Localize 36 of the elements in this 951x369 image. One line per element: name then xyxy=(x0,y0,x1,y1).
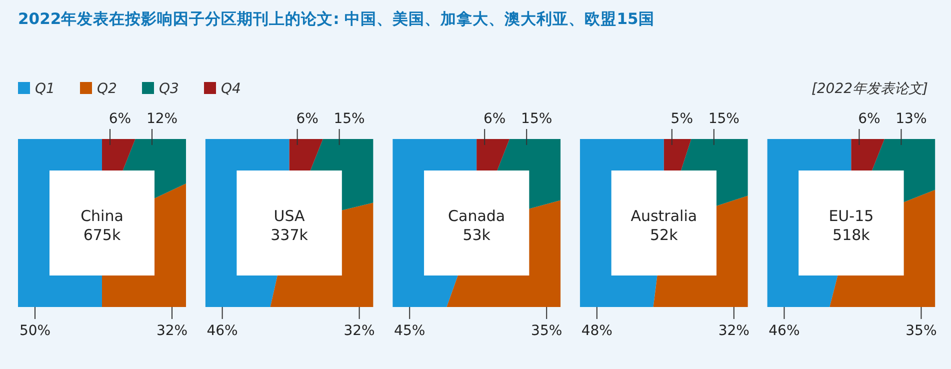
data-label: 13% xyxy=(896,111,927,127)
data-label: 6% xyxy=(858,111,880,127)
data-label: 32% xyxy=(344,323,375,339)
text: 675k xyxy=(83,226,121,244)
data-label: 48% xyxy=(581,323,612,339)
text: 337k xyxy=(270,226,308,244)
text: 518k xyxy=(832,226,870,244)
legend-label: Q2 xyxy=(97,81,118,97)
data-label: 50% xyxy=(19,323,51,339)
data-label: 32% xyxy=(156,323,188,339)
data-label: 15% xyxy=(521,111,552,127)
text: 52k xyxy=(650,226,678,244)
data-label: 6% xyxy=(296,111,318,127)
chart-subtitle: [2022年发表论文] xyxy=(811,81,928,97)
slice-label: USA xyxy=(274,207,306,225)
slice-label: EU-15 xyxy=(828,207,874,225)
data-label: 35% xyxy=(906,323,937,339)
legend-label: Q1 xyxy=(35,81,55,97)
data-label: 32% xyxy=(718,323,750,339)
text: 53k xyxy=(462,226,490,244)
data-label: 15% xyxy=(334,111,365,127)
data-label: 12% xyxy=(146,111,178,127)
data-label: 5% xyxy=(670,111,694,127)
legend-label: Q3 xyxy=(159,81,179,97)
legend-label: Q4 xyxy=(221,81,241,97)
data-label: 15% xyxy=(708,111,740,127)
chart-title: 2022年发表在按影响因子分区期刊上的论文: 中国、美国、加拿大、澳大利亚、欧盟15国 xyxy=(18,9,654,28)
data-label: 46% xyxy=(206,323,238,339)
data-label: 45% xyxy=(394,323,426,339)
data-label: 6% xyxy=(483,111,506,127)
data-label: 35% xyxy=(531,323,562,339)
data-label: 46% xyxy=(768,323,800,339)
slice-label: Australia xyxy=(630,207,698,225)
slice-label: Canada xyxy=(448,207,506,225)
slice-label: China xyxy=(80,207,124,225)
data-label: 6% xyxy=(108,111,132,127)
